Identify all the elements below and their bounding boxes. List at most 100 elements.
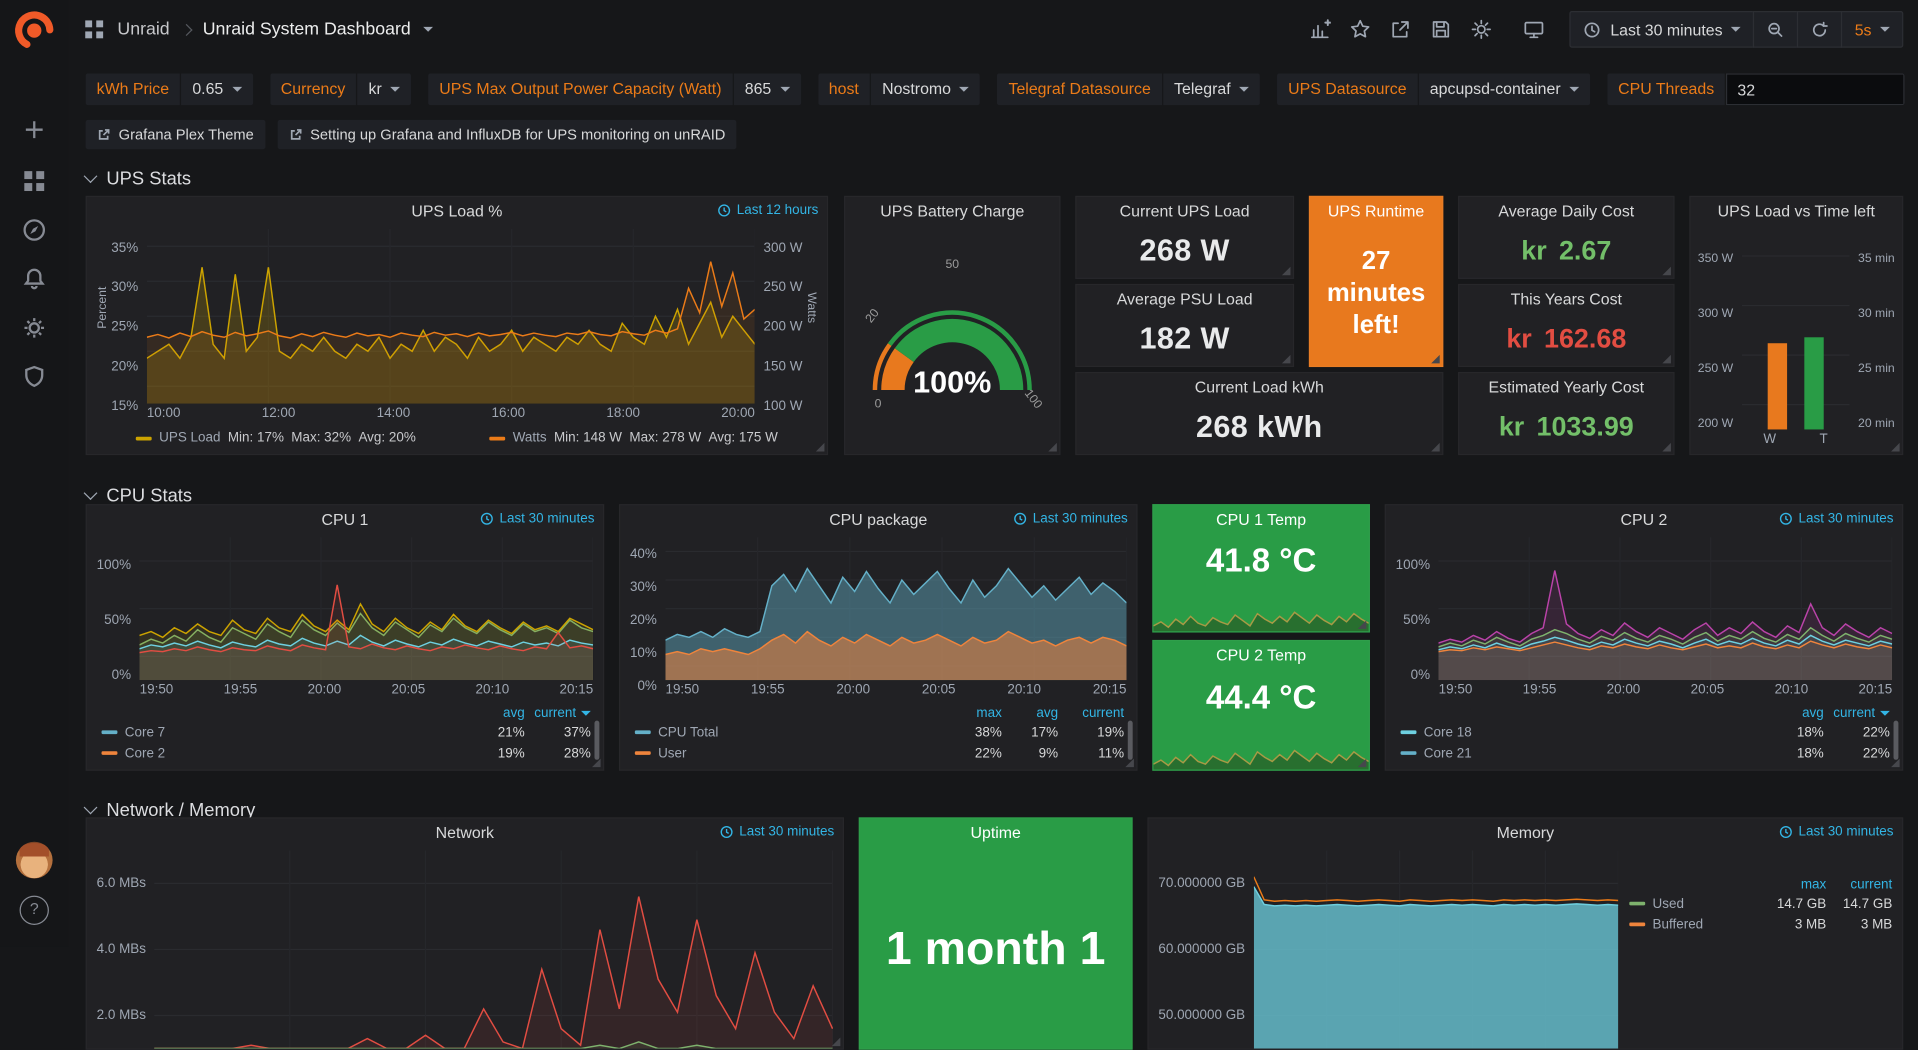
panel-resize-handle[interactable]: [1431, 355, 1440, 364]
row-header-ups-stats[interactable]: UPS Stats: [86, 166, 191, 190]
help-icon[interactable]: [20, 896, 49, 925]
legend-header: avg current: [1401, 704, 1890, 722]
legend-item-ups-load[interactable]: UPS Load Min: 17% Max: 32% Avg: 20%: [136, 431, 416, 446]
cpu2-chart[interactable]: [1439, 537, 1893, 680]
breadcrumb-root[interactable]: Unraid: [117, 20, 169, 40]
panel-title[interactable]: Current UPS Load: [1076, 197, 1293, 224]
legend-sort-avg[interactable]: avg: [468, 705, 524, 720]
settings-gear-icon[interactable]: [22, 316, 46, 340]
legend-series-toggle[interactable]: Core 21: [1401, 746, 1768, 761]
panel-title[interactable]: Uptime: [860, 819, 1132, 846]
panel-title[interactable]: UPS Load %: [87, 197, 827, 224]
legend-sort-current[interactable]: current: [1058, 705, 1124, 720]
variable-ups-datasource[interactable]: UPS Datasource apcupsd-container: [1277, 73, 1590, 105]
star-icon[interactable]: [1350, 18, 1372, 40]
variable-ups-max-output[interactable]: UPS Max Output Power Capacity (Watt) 865: [428, 73, 800, 105]
legend-sort-max[interactable]: max: [1760, 877, 1826, 892]
panel-resize-handle[interactable]: [1891, 443, 1900, 452]
legend-scrollbar[interactable]: [1894, 721, 1899, 760]
legend-series-toggle[interactable]: Core 2: [102, 746, 469, 761]
panel-resize-handle[interactable]: [1048, 443, 1057, 452]
legend-sort-current[interactable]: current: [525, 705, 591, 720]
panel-time-range[interactable]: Last 30 minutes: [720, 825, 835, 840]
panel-resize-handle[interactable]: [816, 443, 825, 452]
alerting-bell-icon[interactable]: [22, 267, 46, 291]
series-color-dash: [136, 436, 152, 440]
dashboards-icon[interactable]: [22, 169, 46, 193]
panel-time-range[interactable]: Last 12 hours: [717, 203, 818, 218]
panel-title[interactable]: UPS Runtime: [1310, 197, 1442, 224]
legend-sort-current[interactable]: current: [1826, 877, 1892, 892]
legend-series-toggle[interactable]: Core 7: [102, 725, 469, 740]
dashboard-grid-icon[interactable]: [83, 18, 105, 40]
cpu1-chart[interactable]: [140, 537, 594, 680]
panel-time-range[interactable]: Last 30 minutes: [480, 511, 595, 526]
panel-resize-handle[interactable]: [1431, 443, 1440, 452]
cpu-threads-input[interactable]: [1726, 73, 1905, 105]
panel-ups-load: UPS Load % Last 12 hours Percent Watts 3…: [86, 196, 828, 455]
refresh-interval-picker[interactable]: 5s: [1841, 11, 1903, 48]
share-icon[interactable]: [1390, 18, 1412, 40]
refresh-button[interactable]: [1797, 11, 1842, 48]
link-ups-monitoring-guide[interactable]: Setting up Grafana and InfluxDB for UPS …: [277, 120, 736, 149]
panel-title[interactable]: Estimated Yearly Cost: [1459, 373, 1673, 400]
panel-time-range[interactable]: Last 30 minutes: [1013, 511, 1128, 526]
tv-mode-icon[interactable]: [1523, 18, 1545, 40]
panel-title[interactable]: Average PSU Load: [1076, 285, 1293, 312]
legend-series-toggle[interactable]: Used: [1629, 896, 1760, 911]
add-panel-icon[interactable]: [1309, 18, 1331, 40]
legend-series-toggle[interactable]: User: [635, 746, 946, 761]
legend-sort-avg[interactable]: avg: [1002, 705, 1058, 720]
panel-title[interactable]: UPS Load vs Time left: [1690, 197, 1902, 224]
panel-resize-handle[interactable]: [1282, 267, 1291, 276]
panel-time-range[interactable]: Last 30 minutes: [1779, 825, 1894, 840]
panel-resize-handle[interactable]: [592, 759, 601, 768]
variable-kwh-price[interactable]: kWh Price 0.65: [86, 73, 253, 105]
panel-resize-handle[interactable]: [1358, 759, 1367, 768]
cpu-package-chart[interactable]: [665, 537, 1126, 680]
network-chart[interactable]: [155, 850, 833, 1048]
panel-title[interactable]: UPS Battery Charge: [845, 197, 1059, 224]
legend-series-toggle[interactable]: Buffered: [1629, 917, 1760, 932]
panel-title[interactable]: Average Daily Cost: [1459, 197, 1673, 224]
add-icon[interactable]: [22, 117, 46, 141]
legend-series-toggle[interactable]: CPU Total: [635, 725, 946, 740]
panel-resize-handle[interactable]: [1125, 759, 1134, 768]
save-icon[interactable]: [1431, 18, 1453, 40]
legend-sort-max[interactable]: max: [946, 705, 1002, 720]
legend-series-toggle[interactable]: Core 18: [1401, 725, 1768, 740]
panel-resize-handle[interactable]: [1891, 759, 1900, 768]
grafana-logo-icon[interactable]: [13, 10, 55, 52]
panel-resize-handle[interactable]: [832, 1038, 841, 1047]
variable-currency[interactable]: Currency kr: [270, 73, 411, 105]
zoom-out-button[interactable]: [1753, 11, 1798, 48]
time-range-picker[interactable]: Last 30 minutes: [1570, 11, 1754, 48]
variable-host[interactable]: host Nostromo: [818, 73, 981, 105]
explore-compass-icon[interactable]: [22, 218, 46, 242]
panel-time-range[interactable]: Last 30 minutes: [1779, 511, 1894, 526]
legend-scrollbar[interactable]: [594, 721, 599, 760]
panel-resize-handle[interactable]: [1358, 620, 1367, 629]
template-variables-row: kWh Price 0.65 Currency kr UPS Max Outpu…: [86, 73, 1905, 105]
variable-telegraf-datasource[interactable]: Telegraf Datasource Telegraf: [998, 73, 1260, 105]
legend-sort-current[interactable]: current: [1824, 705, 1890, 720]
user-avatar[interactable]: [16, 842, 53, 879]
panel-title[interactable]: This Years Cost: [1459, 285, 1673, 312]
ups-load-chart[interactable]: [147, 229, 755, 404]
panel-resize-handle[interactable]: [1282, 355, 1291, 364]
external-link-icon: [288, 127, 303, 142]
memory-chart[interactable]: [1254, 850, 1619, 1048]
dashboard-title[interactable]: Unraid System Dashboard: [203, 20, 411, 40]
dashboard-settings-gear-icon[interactable]: [1471, 18, 1493, 40]
panel-resize-handle[interactable]: [1662, 267, 1671, 276]
legend-sort-avg[interactable]: avg: [1768, 705, 1824, 720]
panel-title[interactable]: Current Load kWh: [1076, 373, 1442, 400]
chevron-down-icon[interactable]: [423, 27, 433, 32]
legend-scrollbar[interactable]: [1128, 721, 1133, 760]
link-grafana-plex-theme[interactable]: Grafana Plex Theme: [86, 120, 265, 149]
server-admin-shield-icon[interactable]: [22, 365, 46, 389]
panel-resize-handle[interactable]: [1662, 443, 1671, 452]
ups-bar-chart[interactable]: [1742, 231, 1850, 429]
legend-item-watts[interactable]: Watts Min: 148 W Max: 278 W Avg: 175 W: [489, 431, 777, 446]
panel-resize-handle[interactable]: [1662, 355, 1671, 364]
